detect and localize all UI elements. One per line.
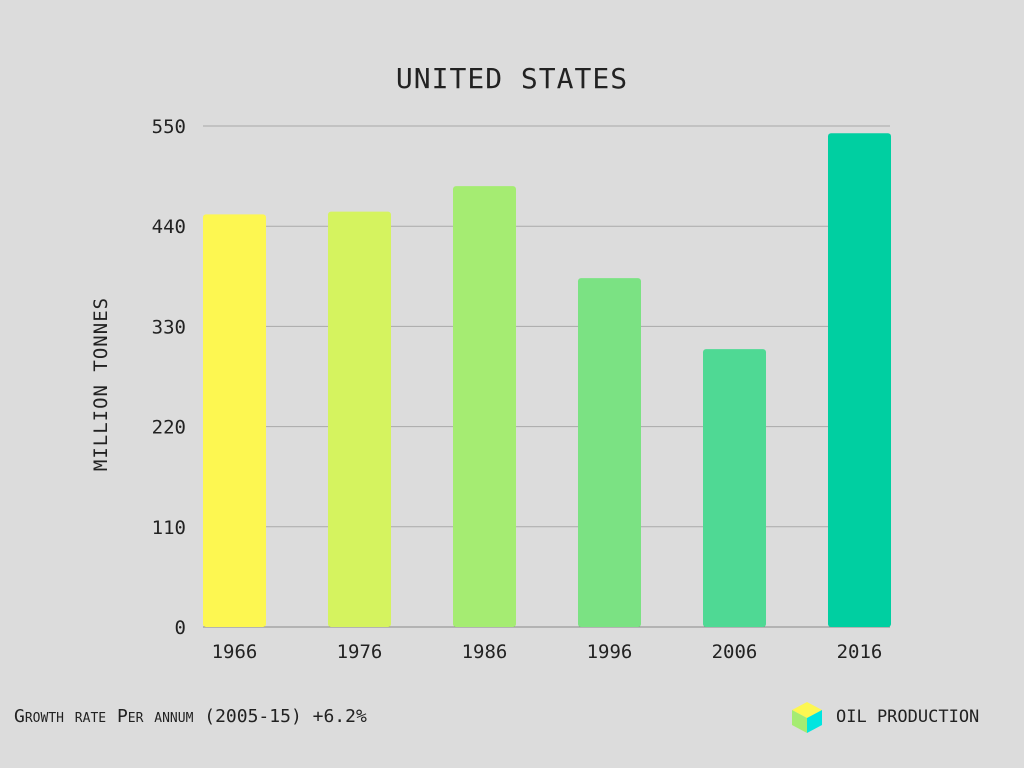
growth-rate-text: Growth rate Per annum (2005-15) +6.2% — [14, 706, 367, 727]
x-axis-ticks: 1966 1976 1986 1996 2006 2016 — [212, 641, 883, 663]
bar-1976 — [328, 211, 391, 627]
bar-1996 — [578, 278, 641, 627]
chart-title: UNITED STATES — [396, 62, 628, 95]
x-tick-label: 1966 — [212, 641, 258, 663]
legend-label: OIL PRODUCTION — [836, 707, 980, 727]
bar-2016 — [828, 133, 891, 627]
bar-2006 — [703, 349, 766, 627]
bars — [203, 133, 891, 627]
y-axis-ticks: 0 110 220 330 440 550 — [152, 116, 186, 639]
y-tick-label: 110 — [152, 517, 186, 539]
x-tick-label: 2016 — [837, 641, 883, 663]
x-tick-label: 2006 — [712, 641, 758, 663]
bar-1966 — [203, 214, 266, 627]
cube-icon — [792, 702, 822, 733]
x-tick-label: 1996 — [587, 641, 633, 663]
bar-1986 — [453, 186, 516, 627]
y-tick-label: 220 — [152, 417, 186, 439]
grid-lines — [203, 125, 890, 628]
y-tick-label: 550 — [152, 116, 186, 138]
y-tick-label: 440 — [152, 216, 186, 238]
y-tick-label: 330 — [152, 316, 186, 338]
x-tick-label: 1986 — [462, 641, 508, 663]
y-axis-label: MILLION TONNES — [90, 297, 112, 471]
legend: OIL PRODUCTION — [790, 700, 979, 734]
x-tick-label: 1976 — [337, 641, 383, 663]
y-tick-label: 0 — [175, 617, 186, 639]
